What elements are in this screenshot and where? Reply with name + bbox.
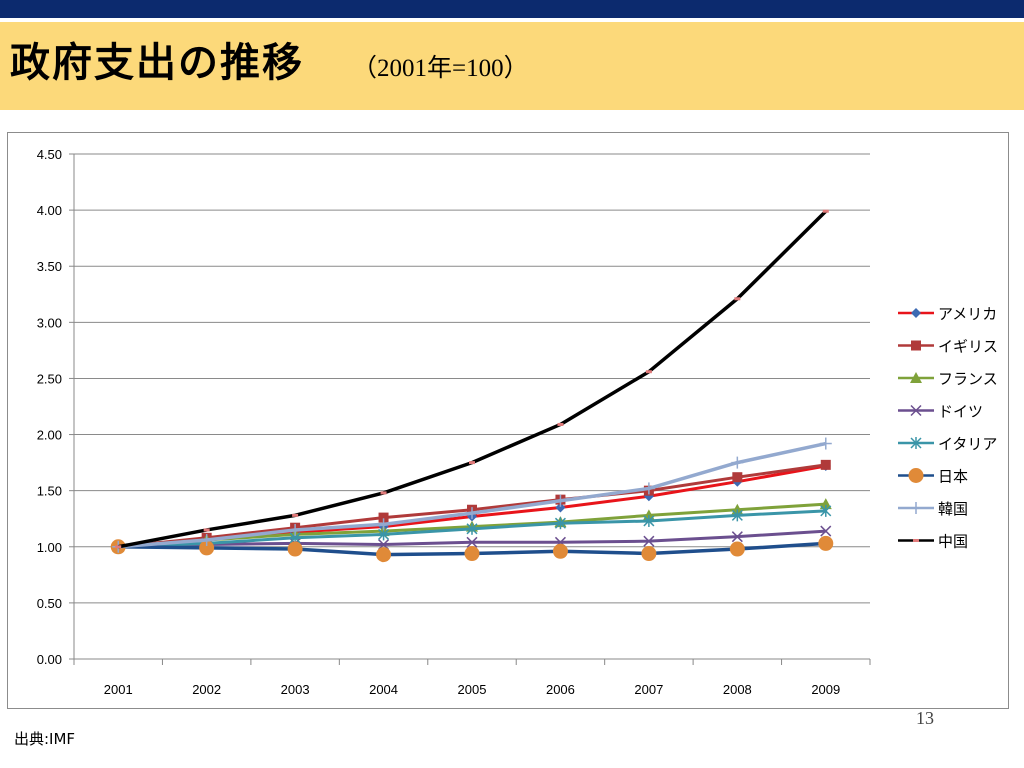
data-point	[378, 528, 390, 541]
legend-marker	[911, 340, 921, 351]
data-point	[200, 534, 213, 547]
data-point	[731, 531, 743, 543]
series-line	[117, 209, 828, 549]
data-point	[115, 545, 122, 549]
data-point	[820, 525, 832, 537]
data-point	[554, 517, 566, 530]
y-tick-label: 1.50	[37, 484, 62, 499]
data-point	[377, 518, 390, 531]
data-point	[732, 472, 743, 483]
x-tick-label: 2008	[723, 682, 752, 697]
data-point	[469, 461, 475, 465]
data-point	[203, 528, 210, 532]
data-point	[378, 512, 389, 523]
y-tick-label: 0.00	[37, 652, 62, 667]
y-tick-label: 4.50	[37, 147, 62, 162]
y-tick-label: 0.50	[37, 596, 62, 611]
data-point	[376, 547, 392, 563]
top-navy-bar	[0, 0, 1024, 18]
x-tick-label: 2003	[281, 682, 310, 697]
data-point	[731, 509, 743, 522]
legend-marker	[910, 502, 922, 514]
data-point	[645, 370, 652, 374]
x-tick-label: 2001	[104, 682, 133, 697]
data-point	[199, 540, 215, 556]
data-point	[466, 522, 478, 535]
data-point	[554, 494, 567, 507]
y-tick-label: 2.50	[37, 371, 62, 386]
legend-label: イギリス	[938, 338, 998, 356]
legend-marker	[910, 437, 922, 449]
data-point	[822, 209, 829, 213]
data-point	[380, 491, 387, 495]
legend-label: 日本	[938, 468, 968, 486]
x-tick-label: 2007	[634, 682, 663, 697]
legend-label: 中国	[938, 533, 968, 551]
data-point	[466, 507, 478, 520]
data-point	[819, 437, 832, 450]
legend-label: ドイツ	[938, 403, 983, 421]
data-point	[552, 543, 568, 559]
slide-title: 政府支出の推移	[10, 40, 304, 86]
data-point	[731, 456, 744, 469]
x-tick-label: 2006	[546, 682, 575, 697]
legend-label: イタリア	[938, 435, 997, 453]
y-tick-label: 1.00	[37, 540, 62, 555]
x-tick-label: 2004	[369, 682, 398, 697]
title-band	[0, 22, 1024, 110]
data-point	[642, 482, 655, 495]
legend-marker	[908, 468, 924, 483]
legend-marker	[910, 404, 922, 417]
x-tick-label: 2002	[192, 682, 221, 697]
x-tick-label: 2009	[811, 682, 840, 697]
data-point	[466, 536, 478, 548]
data-point	[464, 546, 480, 562]
x-tick-label: 2005	[458, 682, 487, 697]
data-point	[734, 297, 741, 301]
y-tick-label: 3.00	[37, 315, 62, 330]
data-point	[378, 539, 390, 551]
legend-label: フランス	[938, 370, 998, 388]
legend-marker	[910, 372, 922, 383]
legend-marker	[911, 308, 921, 318]
data-point	[643, 514, 655, 527]
y-tick-label: 2.00	[37, 428, 62, 443]
legend-label: アメリカ	[938, 305, 997, 323]
data-point	[820, 504, 832, 517]
data-point	[818, 535, 834, 551]
data-point	[555, 502, 566, 513]
data-point	[641, 546, 657, 562]
chart-frame	[7, 132, 1009, 709]
y-tick-label: 4.00	[37, 203, 62, 218]
data-point	[557, 422, 564, 426]
legend-label: 韓国	[938, 500, 968, 518]
data-point	[292, 513, 299, 517]
data-point	[287, 541, 303, 557]
y-tick-label: 3.50	[37, 259, 62, 274]
data-point	[819, 498, 832, 510]
data-point	[820, 459, 831, 470]
data-point	[643, 535, 655, 547]
data-point	[729, 541, 745, 557]
slide-subtitle: （2001年=100）	[352, 55, 529, 82]
source-note: 出典:IMF	[14, 730, 76, 748]
top-divider	[0, 18, 1024, 22]
legend-marker	[913, 539, 919, 542]
data-point	[289, 523, 302, 536]
page-number: 13	[916, 708, 934, 728]
